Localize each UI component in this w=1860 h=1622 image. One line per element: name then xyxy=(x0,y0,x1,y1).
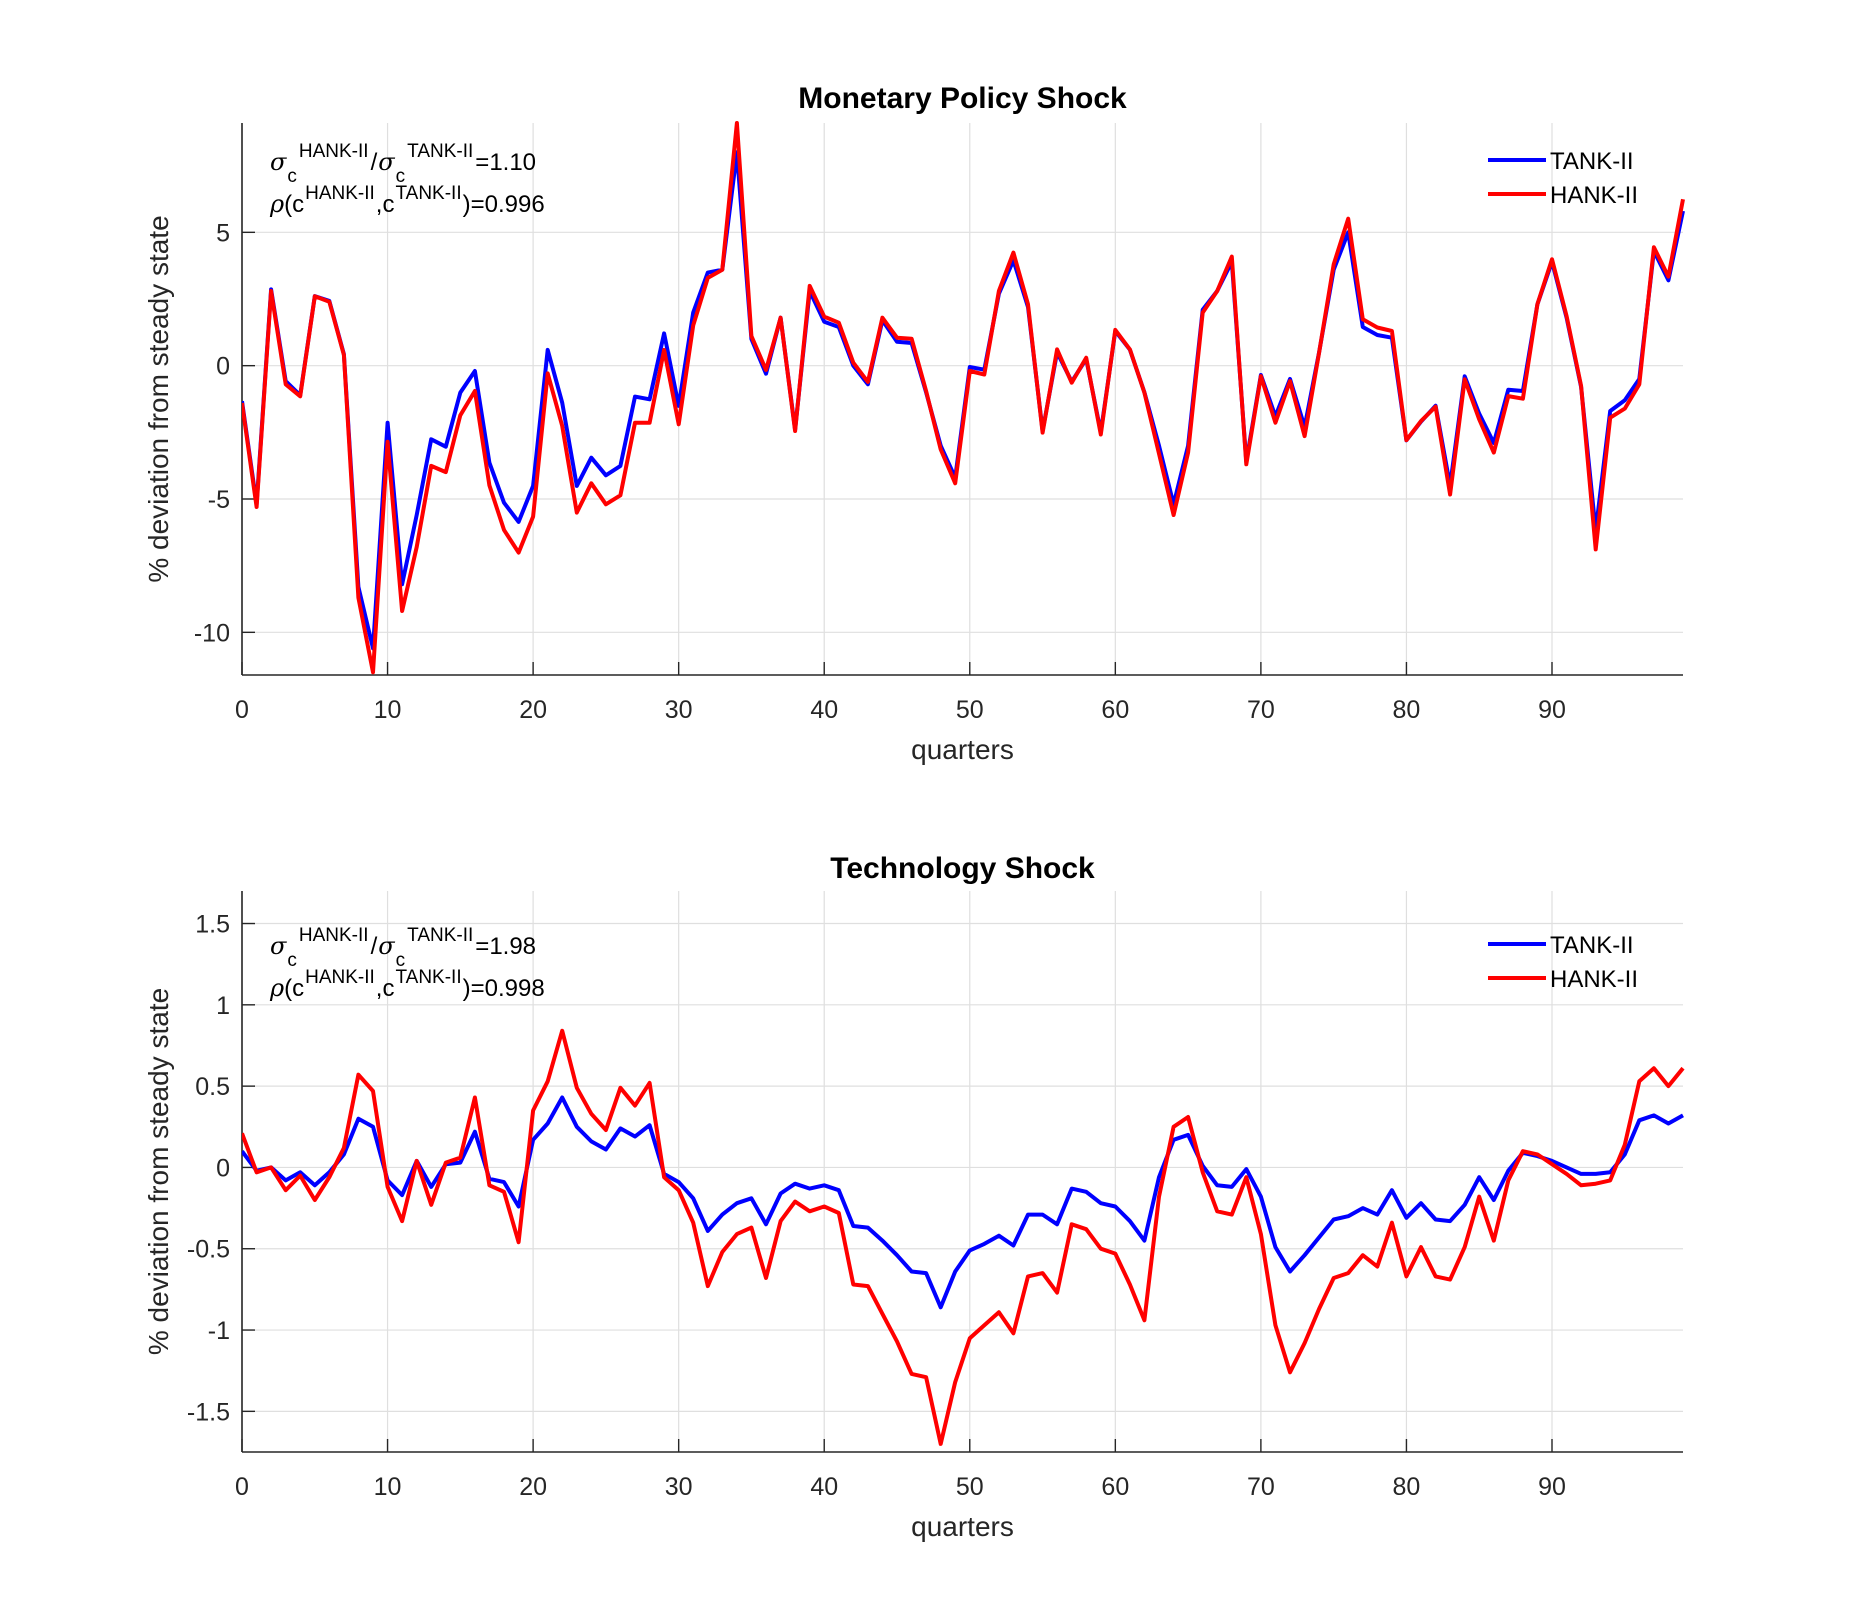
series-line-tank-ii xyxy=(242,1095,1684,1310)
x-tick-label: 10 xyxy=(374,696,402,724)
y-axis-label: % deviation from steady state xyxy=(143,988,174,1355)
legend-label: TANK-II xyxy=(1550,932,1634,959)
y-tick-label: 0 xyxy=(216,1154,230,1182)
slash: / xyxy=(371,149,378,176)
y-axis-label: % deviation from steady state xyxy=(143,215,174,582)
legend: TANK-II HANK-II xyxy=(1488,932,1638,993)
open-paren-c: (c xyxy=(284,975,304,1002)
x-tick-label: 90 xyxy=(1538,696,1566,724)
y-tick-label: 1.5 xyxy=(195,911,230,939)
superscript-tank: TANK-II xyxy=(407,141,473,162)
subscript-c: c xyxy=(287,950,297,971)
series-line-tank-ii xyxy=(242,150,1685,651)
superscript-tank: TANK-II xyxy=(407,925,473,946)
x-tick-label: 90 xyxy=(1538,1473,1566,1501)
subscript-c: c xyxy=(396,166,406,187)
y-tick-label: 0 xyxy=(216,353,230,381)
rho-symbol: ρ xyxy=(269,974,284,1002)
superscript-tank: TANK-II xyxy=(395,183,461,204)
chart-panel-2: 0 10 20 30 40 50 60 70 80 90 -1.5 -1 -0.5 0 0.5 1 1.5 Tec… xyxy=(143,852,1685,1542)
superscript-hank: HANK-II xyxy=(299,925,369,946)
x-tick-label: 80 xyxy=(1393,696,1421,724)
x-tick-label: 20 xyxy=(519,1473,547,1501)
x-tick-label: 10 xyxy=(374,1473,402,1501)
legend: TANK-II HANK-II xyxy=(1488,148,1638,209)
y-tick-label: 1 xyxy=(216,992,230,1020)
comma-c: ,c xyxy=(376,191,395,218)
superscript-hank: HANK-II xyxy=(299,141,369,162)
superscript-tank: TANK-II xyxy=(395,967,461,988)
x-tick-label: 30 xyxy=(665,1473,693,1501)
rho-symbol: ρ xyxy=(269,190,284,218)
correlation-annotation: ρ (c HANK-II ,c TANK-II)=0.996 xyxy=(269,183,545,218)
slash: / xyxy=(371,933,378,960)
series-line-hank-ii xyxy=(242,1028,1685,1446)
x-tick-label: 70 xyxy=(1247,696,1275,724)
x-tick-label: 0 xyxy=(235,1473,249,1501)
superscript-hank: HANK-II xyxy=(305,967,375,988)
correlation-value: )=0.996 xyxy=(463,191,545,218)
legend-label: HANK-II xyxy=(1550,182,1638,209)
chart-title: Technology Shock xyxy=(830,852,1095,885)
chart-panel-1: 0 10 20 30 40 50 60 70 80 90 -10 -5 0 5 Monetary Polic… xyxy=(143,82,1685,765)
grid xyxy=(241,123,1683,675)
ratio-value: =1.98 xyxy=(475,933,536,960)
sigma-symbol: σ xyxy=(378,932,395,960)
subscript-c: c xyxy=(287,166,297,187)
x-tick-label: 0 xyxy=(235,696,249,724)
x-tick-label: 60 xyxy=(1101,1473,1129,1501)
chart-title: Monetary Policy Shock xyxy=(798,82,1127,115)
y-tick-label: 5 xyxy=(216,219,230,247)
open-paren-c: (c xyxy=(284,191,304,218)
subscript-c: c xyxy=(396,950,406,971)
y-tick-label: -1 xyxy=(208,1317,230,1345)
x-axis-label: quarters xyxy=(911,1511,1014,1542)
y-tick-label: -0.5 xyxy=(187,1236,230,1264)
x-tick-label: 50 xyxy=(956,1473,984,1501)
x-axis-label: quarters xyxy=(911,734,1014,765)
comma-c: ,c xyxy=(376,975,395,1002)
y-tick-label: -1.5 xyxy=(187,1398,230,1426)
x-tick-label: 80 xyxy=(1393,1473,1421,1501)
x-tick-label: 40 xyxy=(810,696,838,724)
y-tick-label: -5 xyxy=(208,486,230,514)
x-tick-label: 20 xyxy=(519,696,547,724)
x-tick-label: 60 xyxy=(1101,696,1129,724)
y-tick-label: 0.5 xyxy=(195,1073,230,1101)
legend-label: TANK-II xyxy=(1550,148,1634,175)
sigma-symbol: σ xyxy=(270,932,287,960)
y-tick-label: -10 xyxy=(194,619,230,647)
correlation-annotation: ρ (c HANK-II ,c TANK-II)=0.998 xyxy=(269,967,545,1002)
correlation-value: )=0.998 xyxy=(463,975,545,1002)
x-tick-label: 40 xyxy=(810,1473,838,1501)
sigma-symbol: σ xyxy=(378,148,395,176)
superscript-hank: HANK-II xyxy=(305,183,375,204)
sigma-symbol: σ xyxy=(270,148,287,176)
x-tick-label: 30 xyxy=(665,696,693,724)
ratio-value: =1.10 xyxy=(475,149,536,176)
x-tick-label: 70 xyxy=(1247,1473,1275,1501)
legend-label: HANK-II xyxy=(1550,966,1638,993)
series-line-hank-ii xyxy=(242,121,1685,675)
x-tick-label: 50 xyxy=(956,696,984,724)
